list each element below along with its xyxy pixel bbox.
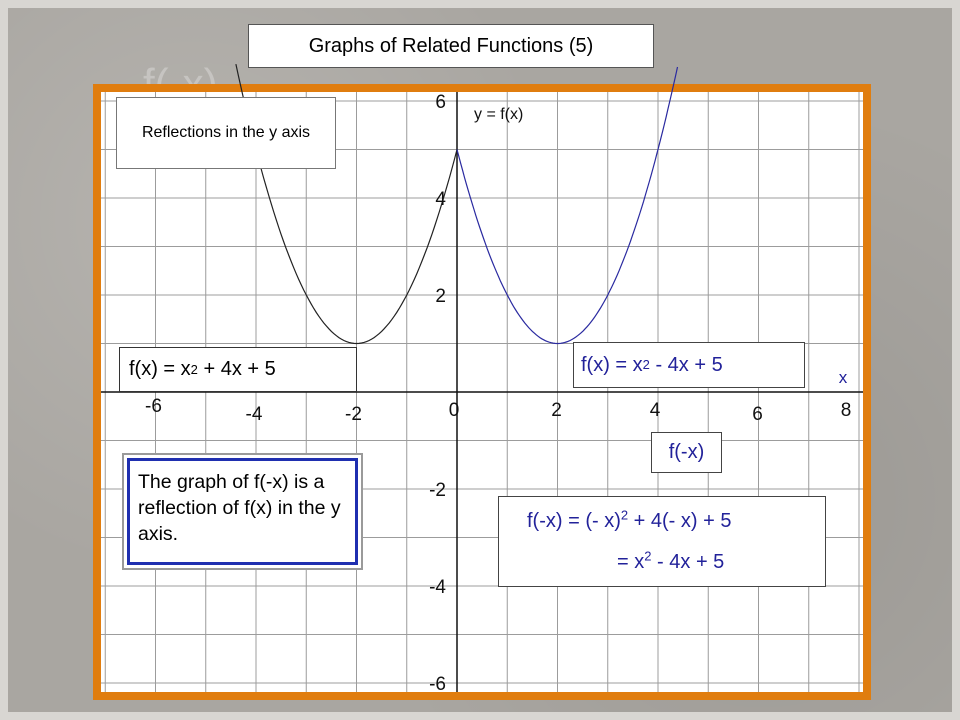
eq-right-post: - 4x + 5 <box>649 353 723 376</box>
curve-original <box>235 63 458 345</box>
curve-reflected <box>456 66 679 345</box>
reflections-label: Reflections in the y axis <box>116 97 336 169</box>
y-tick-label: 2 <box>435 286 446 307</box>
slide-title: Graphs of Related Functions (5) <box>248 24 654 68</box>
derivation-box: f(-x) = (- x)2 + 4(- x) + 5 = x2 - 4x + … <box>498 496 826 587</box>
explanation-box: The graph of f(-x) is a reflection of f(… <box>122 453 363 570</box>
deriv2-post: - 4x + 5 <box>651 551 725 573</box>
eq-left-post: + 4x + 5 <box>197 358 276 380</box>
x-axis-label: x <box>839 368 848 387</box>
derivation-line-1: f(-x) = (- x)2 + 4(- x) + 5 <box>527 507 732 533</box>
x-tick-label: 2 <box>551 400 562 421</box>
x-tick-label: -2 <box>345 404 362 425</box>
f-neg-x-label: f(-x) <box>651 432 722 473</box>
y-tick-label: -2 <box>429 480 446 501</box>
y-tick-label: -4 <box>429 577 446 598</box>
eq-left-pre: f(x) = x <box>129 358 191 380</box>
deriv1-exp: 2 <box>620 507 629 523</box>
x-tick-label: -4 <box>246 404 263 425</box>
x-tick-label: 8 <box>841 400 852 421</box>
derivation-line-2: = x2 - 4x + 5 <box>617 548 725 574</box>
deriv1-pre: f(-x) = (- x) <box>527 510 621 532</box>
x-tick-label: 4 <box>650 400 661 421</box>
x-tick-label: 0 <box>449 400 460 421</box>
curve-label: y = f(x) <box>474 106 523 123</box>
explanation-text: The graph of f(-x) is a reflection of f(… <box>127 458 358 565</box>
y-tick-label: 4 <box>435 189 446 210</box>
x-tick-label: -6 <box>145 396 162 417</box>
y-tick-label: 6 <box>435 92 446 113</box>
y-tick-label: -6 <box>429 674 446 695</box>
deriv2-exp: 2 <box>644 548 652 564</box>
x-tick-label: 6 <box>752 404 763 425</box>
eq-right-pre: f(x) = x <box>581 353 643 376</box>
deriv1-post: + 4(- x) + 5 <box>628 510 732 532</box>
deriv2-pre: = x <box>617 551 645 573</box>
